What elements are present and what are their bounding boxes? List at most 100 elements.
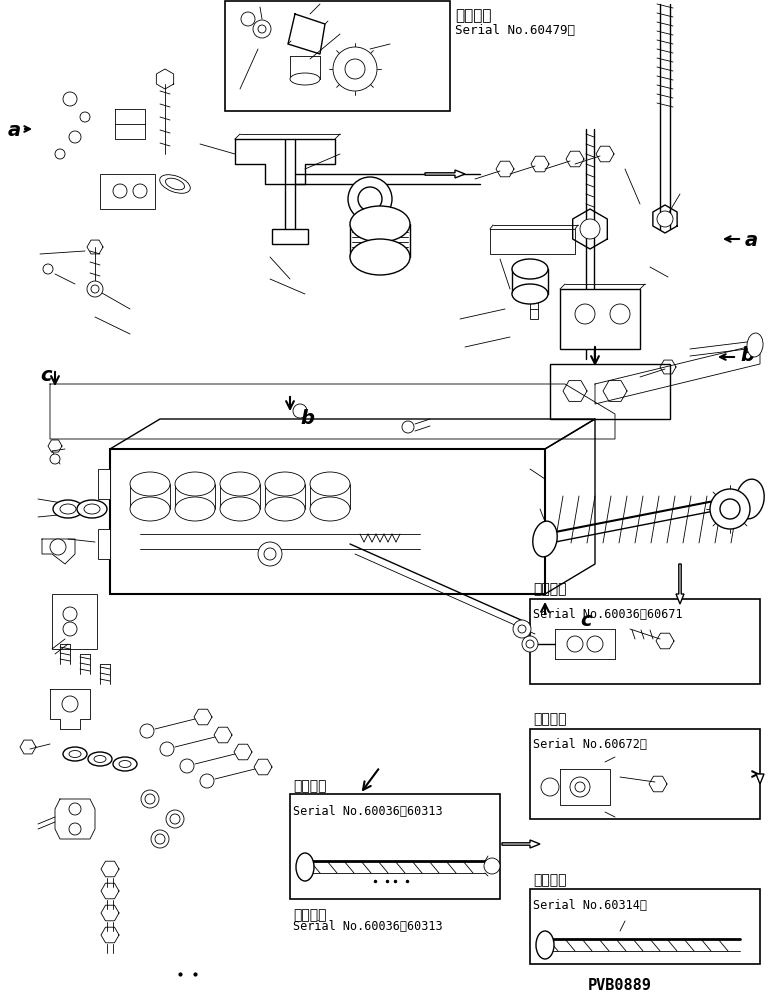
Bar (530, 599, 760, 684)
Ellipse shape (175, 473, 215, 497)
Ellipse shape (130, 498, 170, 521)
Ellipse shape (94, 756, 106, 763)
Circle shape (43, 265, 53, 275)
Circle shape (241, 13, 255, 27)
Circle shape (69, 132, 81, 144)
Circle shape (140, 724, 154, 738)
Ellipse shape (84, 504, 100, 514)
Text: Serial No.60036～60313: Serial No.60036～60313 (293, 805, 443, 818)
Circle shape (63, 622, 77, 636)
Text: Serial No.60314～: Serial No.60314～ (533, 898, 647, 911)
Bar (225, 2, 450, 112)
Ellipse shape (310, 473, 350, 497)
Bar (52, 594, 97, 649)
Text: 適用号機: 適用号機 (293, 779, 326, 793)
Circle shape (657, 211, 673, 227)
FancyArrow shape (756, 775, 764, 785)
Ellipse shape (166, 179, 185, 190)
Circle shape (62, 696, 78, 712)
Circle shape (513, 620, 531, 638)
Bar (550, 365, 670, 420)
Ellipse shape (296, 853, 314, 881)
Ellipse shape (736, 480, 764, 519)
Text: Serial No.60036～60671: Serial No.60036～60671 (533, 607, 683, 620)
Ellipse shape (265, 473, 305, 497)
Circle shape (180, 760, 194, 774)
Ellipse shape (350, 239, 410, 276)
Ellipse shape (512, 285, 548, 305)
Text: c: c (580, 610, 591, 629)
Text: 適用号機: 適用号機 (293, 907, 326, 921)
Text: 適用号機: 適用号機 (533, 581, 567, 595)
Circle shape (575, 305, 595, 325)
Circle shape (141, 791, 159, 809)
Ellipse shape (533, 522, 557, 557)
Circle shape (587, 636, 603, 652)
Circle shape (113, 184, 127, 198)
Ellipse shape (747, 334, 763, 358)
Circle shape (87, 282, 103, 298)
Text: b: b (740, 345, 754, 364)
Circle shape (580, 219, 600, 239)
Text: PVB0889: PVB0889 (588, 977, 652, 992)
Circle shape (293, 405, 307, 419)
FancyArrow shape (425, 170, 465, 178)
Ellipse shape (159, 175, 190, 194)
Text: b: b (300, 408, 314, 427)
Circle shape (69, 824, 81, 835)
Ellipse shape (77, 501, 107, 518)
Ellipse shape (88, 753, 112, 767)
Circle shape (50, 455, 60, 465)
Bar (272, 229, 308, 244)
Circle shape (522, 636, 538, 652)
Ellipse shape (310, 498, 350, 521)
Bar (98, 470, 110, 500)
Circle shape (570, 778, 590, 798)
Bar (530, 295, 538, 320)
Ellipse shape (175, 498, 215, 521)
Ellipse shape (350, 206, 410, 242)
Text: 適用号機: 適用号機 (533, 872, 567, 886)
Ellipse shape (60, 504, 76, 514)
Circle shape (55, 150, 65, 160)
Circle shape (63, 93, 77, 107)
Ellipse shape (220, 498, 260, 521)
Circle shape (484, 858, 500, 874)
Ellipse shape (220, 473, 260, 497)
Circle shape (348, 177, 392, 221)
Circle shape (151, 831, 169, 848)
Circle shape (166, 811, 184, 829)
FancyArrow shape (502, 840, 540, 848)
Circle shape (526, 640, 534, 648)
Ellipse shape (119, 761, 131, 768)
Text: Serial No.60036～60313: Serial No.60036～60313 (293, 919, 443, 932)
Ellipse shape (113, 758, 137, 772)
Circle shape (53, 542, 63, 552)
Circle shape (80, 113, 90, 123)
Bar (98, 529, 110, 559)
Bar (530, 889, 760, 964)
Text: Serial No.60479～: Serial No.60479～ (455, 24, 575, 37)
Circle shape (91, 286, 99, 294)
Circle shape (258, 26, 266, 34)
Circle shape (69, 804, 81, 816)
Text: a: a (745, 230, 758, 249)
Ellipse shape (69, 750, 81, 758)
Ellipse shape (63, 747, 87, 762)
Circle shape (575, 783, 585, 793)
Circle shape (610, 305, 630, 325)
Ellipse shape (130, 473, 170, 497)
Circle shape (145, 795, 155, 805)
Circle shape (200, 775, 214, 789)
Ellipse shape (265, 498, 305, 521)
Text: c: c (40, 365, 52, 384)
Ellipse shape (53, 501, 83, 518)
Circle shape (133, 184, 147, 198)
Circle shape (253, 21, 271, 39)
Circle shape (50, 539, 66, 555)
Text: 適用号機: 適用号機 (455, 8, 491, 23)
Circle shape (155, 835, 165, 844)
Ellipse shape (290, 74, 320, 86)
Bar (110, 450, 545, 594)
Text: 適用号機: 適用号機 (533, 711, 567, 725)
